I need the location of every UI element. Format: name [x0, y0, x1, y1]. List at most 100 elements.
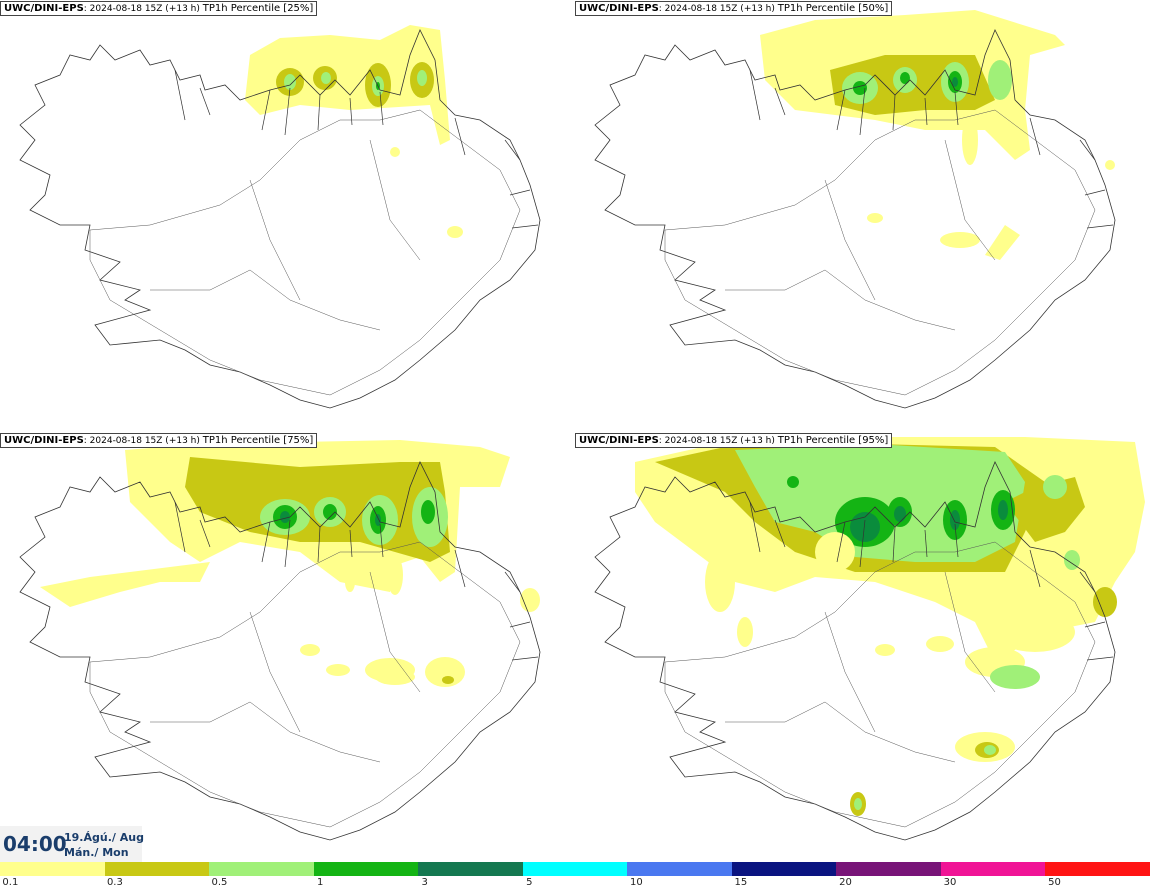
precip-area: [1043, 475, 1067, 499]
precip-area: [998, 500, 1008, 520]
colorbar-tick-label: 50: [1048, 877, 1061, 888]
fjord-line: [509, 621, 531, 628]
colorbar-tick-label: 20: [839, 877, 852, 888]
precip-area: [990, 665, 1040, 689]
fjord-line: [511, 224, 539, 229]
precip-area: [787, 476, 799, 488]
precip-map: [19, 25, 541, 409]
fjord-line: [261, 89, 271, 131]
panel-title: UWC/DINI-EPS: 2024-08-18 15Z (+13 h) TP1…: [575, 1, 893, 16]
colorbar-segment: [940, 862, 1046, 876]
road-line: [664, 541, 1096, 828]
precip-area: [1105, 160, 1115, 170]
fjord-line: [924, 529, 928, 558]
precip-area: [952, 77, 958, 87]
road-line: [89, 541, 521, 828]
colorbar-segment: [313, 862, 419, 876]
precip-area: [995, 612, 1075, 652]
panel-title: UWC/DINI-EPS: 2024-08-18 15Z (+13 h) TP1…: [0, 433, 318, 448]
colorbar-tick-label: 0.3: [106, 877, 123, 888]
fjord-line: [504, 139, 521, 161]
colorbar: [0, 862, 1150, 876]
colorbar-tick-label: 3: [421, 877, 428, 888]
colorbar-segment: [522, 862, 628, 876]
precip-area: [867, 213, 883, 223]
fjord-line: [836, 521, 846, 563]
precip-area: [988, 60, 1012, 100]
map-panel-p95: UWC/DINI-EPS: 2024-08-18 15Z (+13 h) TP1…: [575, 432, 1150, 864]
precip-area: [375, 514, 381, 526]
precip-area: [940, 232, 980, 248]
precip-area: [421, 500, 435, 524]
map-panel-p75: UWC/DINI-EPS: 2024-08-18 15Z (+13 h) TP1…: [0, 432, 575, 864]
precip-area: [854, 798, 862, 810]
panel-title: UWC/DINI-EPS: 2024-08-18 15Z (+13 h) TP1…: [575, 433, 893, 448]
fjord-line: [454, 549, 466, 588]
fjord-line: [1079, 139, 1096, 161]
colorbar-segment: [627, 862, 732, 876]
road-line: [664, 109, 1096, 396]
precip-area: [245, 25, 450, 145]
fjord-line: [454, 117, 466, 156]
fjord-line: [1029, 549, 1041, 588]
colorbar-tick-label: 15: [734, 877, 748, 888]
fjord-line: [1086, 224, 1114, 229]
precip-area: [1093, 587, 1117, 617]
precip-area: [284, 74, 296, 90]
precip-area: [387, 555, 403, 595]
colorbar-segment: [836, 862, 941, 876]
fjord-line: [174, 69, 186, 121]
fjord-line: [859, 519, 866, 568]
precip-area: [894, 506, 906, 522]
precip-map: [594, 10, 1116, 409]
panel-title: UWC/DINI-EPS: 2024-08-18 15Z (+13 h) TP1…: [0, 1, 318, 16]
fjord-line: [349, 529, 353, 558]
iceland-coastline: [19, 461, 541, 841]
iceland-coastline: [594, 461, 1116, 841]
road-line: [725, 269, 956, 331]
fjord-line: [199, 87, 211, 116]
fjord-line: [1084, 189, 1106, 196]
road-line: [725, 701, 956, 763]
fjord-line: [511, 656, 539, 661]
precip-area: [520, 588, 540, 612]
colorbar-segment: [104, 862, 210, 876]
fjord-line: [284, 87, 291, 136]
road-line: [944, 139, 996, 261]
precip-area: [417, 70, 427, 86]
precip-area: [926, 636, 954, 652]
precip-area: [900, 72, 910, 84]
precip-area: [300, 644, 320, 656]
colorbar-segment: [1045, 862, 1150, 876]
road-line: [369, 139, 421, 261]
precip-area: [40, 562, 210, 607]
precip-area: [737, 617, 753, 647]
valid-time-box: 04:00 19.Ágú./ Aug Mán./ Mon: [0, 826, 144, 862]
colorbar-segment: [209, 862, 314, 876]
road-line: [824, 179, 876, 301]
valid-day: Mán./ Mon: [64, 846, 129, 859]
road-line: [89, 109, 521, 396]
precip-area: [375, 669, 415, 685]
fjord-line: [174, 501, 186, 553]
precip-area: [321, 72, 331, 84]
precip-area: [984, 745, 996, 755]
fjord-line: [1079, 571, 1096, 593]
fjord-line: [1084, 621, 1106, 628]
fjord-line: [504, 571, 521, 593]
colorbar-tick-label: 1: [316, 877, 324, 888]
precip-area: [326, 664, 350, 676]
precip-area: [447, 226, 463, 238]
colorbar-labels: 0.1 0.3 0.5 1 3 5 10 15 20 30 50: [0, 877, 1150, 891]
map-panel-p25: UWC/DINI-EPS: 2024-08-18 15Z (+13 h) TP1…: [0, 0, 575, 432]
precip-area: [425, 657, 465, 687]
colorbar-tick-label: 30: [943, 877, 957, 888]
precip-area: [390, 147, 400, 157]
precip-map: [594, 437, 1145, 841]
road-line: [824, 611, 876, 733]
precip-area: [985, 225, 1020, 260]
precip-area: [875, 644, 895, 656]
road-line: [944, 571, 996, 693]
fjord-line: [892, 94, 896, 131]
fjord-line: [859, 87, 866, 136]
